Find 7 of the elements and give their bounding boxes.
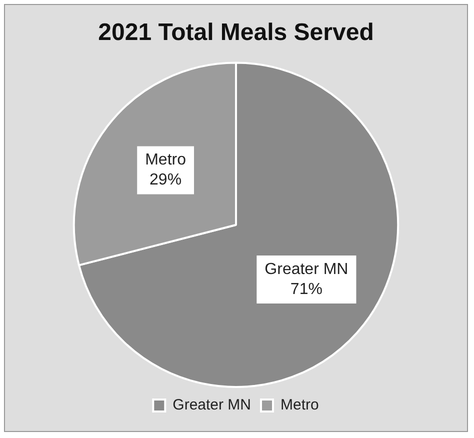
chart-title: 2021 Total Meals Served [98, 19, 374, 46]
data-label: 29% [150, 172, 182, 189]
legend-label: Metro [280, 396, 319, 414]
slice-label: Metro [145, 152, 186, 169]
data-label: 71% [290, 280, 322, 298]
legend-label: Greater MN [172, 396, 252, 414]
slice-label: Greater MN [264, 260, 348, 278]
